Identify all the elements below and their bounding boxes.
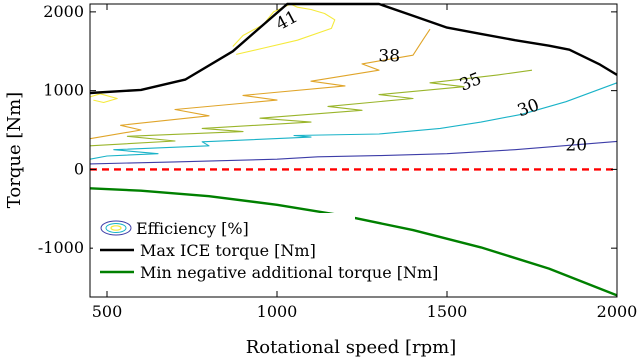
efficiency-contours <box>89 3 618 165</box>
legend-efficiency-icon-inner <box>110 225 122 231</box>
legend-box <box>93 213 355 291</box>
contour-line-lvl41-5 <box>89 93 118 104</box>
axes: 500 1000 1500 2000 -1000 0 1000 2000 <box>38 2 637 321</box>
x-tick-label: 1500 <box>427 302 468 321</box>
legend-label-efficiency: Efficiency [%] <box>136 219 249 238</box>
contour-line-35 <box>89 69 533 147</box>
contour-line-20 <box>89 140 618 165</box>
legend-label-min-negative-torque: Min negative additional torque [Nm] <box>140 263 438 282</box>
x-axis-title: Rotational speed [rpm] <box>246 337 457 358</box>
legend-efficiency-icon-mid <box>105 223 127 233</box>
x-tick-label: 2000 <box>597 302 638 321</box>
contour-label-20: 20 <box>565 135 587 155</box>
legend: Efficiency [%] Max ICE torque [Nm] Min neg… <box>93 213 438 291</box>
y-tick-label: 1000 <box>43 81 84 100</box>
x-tick-label: 1000 <box>257 302 298 321</box>
y-tick-label: 0 <box>74 159 84 178</box>
contour-label-38: 38 <box>378 46 400 66</box>
legend-label-max-ice-torque: Max ICE torque [Nm] <box>140 241 316 260</box>
x-tick-label: 500 <box>92 302 123 321</box>
legend-efficiency-icon-outer <box>100 220 132 236</box>
plot-frame <box>89 3 618 298</box>
y-axis-title: Torque [Nm] <box>4 92 25 208</box>
y-tick-label: -1000 <box>38 238 84 257</box>
contour-line-38 <box>89 28 431 140</box>
y-tick-label: 2000 <box>43 2 84 21</box>
series-line-max-ice-torque-nm <box>89 2 618 95</box>
contour-line-30 <box>89 82 618 160</box>
